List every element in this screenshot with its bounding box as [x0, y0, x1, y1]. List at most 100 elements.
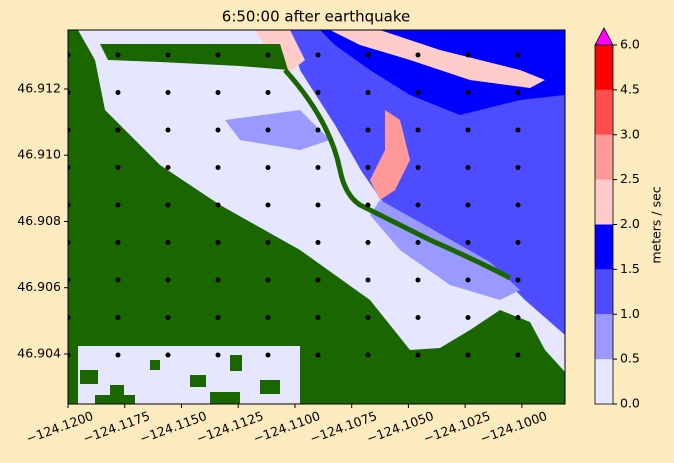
particle	[515, 240, 521, 245]
particle	[415, 240, 421, 245]
colorbar-band	[595, 45, 613, 90]
particle	[365, 315, 371, 320]
y-tick-label: 46.912	[17, 80, 61, 95]
particle	[265, 352, 271, 358]
colorbar-band	[595, 89, 613, 135]
particle	[365, 277, 371, 283]
particle	[465, 90, 471, 95]
particle	[265, 90, 271, 95]
particle	[515, 90, 521, 95]
particle	[265, 240, 271, 245]
particle	[365, 352, 371, 358]
particle	[165, 52, 171, 58]
particle	[115, 90, 121, 95]
colorbar-tick-label: 3.0	[620, 126, 640, 141]
particle	[115, 240, 121, 245]
particle	[515, 202, 521, 208]
colorbar-tick-label: 1.5	[620, 261, 640, 276]
particle	[315, 52, 321, 58]
colorbar-band	[595, 224, 613, 270]
colorbar-tick-label: 6.0	[620, 37, 640, 52]
particle	[215, 202, 221, 208]
colorbar-tick-label: 4.5	[620, 81, 640, 96]
particle	[68, 315, 71, 320]
colorbar-band	[595, 179, 613, 225]
particle	[515, 315, 521, 320]
particle	[215, 315, 221, 320]
colorbar-extend	[594, 27, 614, 46]
particle	[315, 165, 321, 170]
colorbar-band	[595, 314, 613, 360]
particle	[415, 352, 421, 358]
particle	[215, 52, 221, 58]
particle	[315, 202, 321, 208]
particle	[265, 315, 271, 320]
map-field	[68, 30, 565, 404]
y-tick-label: 46.904	[17, 345, 61, 360]
particle	[365, 90, 371, 95]
chart-title: 6:50:00 after earthquake	[222, 8, 410, 26]
particle	[165, 315, 171, 320]
particle	[365, 127, 371, 133]
y-tick-label: 46.910	[17, 147, 61, 162]
particle	[415, 165, 421, 170]
particle	[68, 240, 71, 245]
colorbar-tick-label: 1.0	[620, 306, 640, 321]
particle	[265, 202, 271, 208]
colorbar-band	[595, 359, 613, 404]
particle	[465, 240, 471, 245]
particle	[365, 240, 371, 245]
particle	[68, 202, 71, 208]
particle	[415, 315, 421, 320]
particle	[515, 352, 521, 358]
colorbar-tick-label: 0.5	[620, 351, 640, 366]
particle	[315, 315, 321, 320]
particle	[365, 165, 371, 170]
particle	[365, 202, 371, 208]
particle	[215, 240, 221, 245]
particle	[415, 127, 421, 133]
particle	[465, 202, 471, 208]
particle	[165, 240, 171, 245]
colorbar-tick-label: 0.0	[620, 396, 640, 411]
particle	[115, 277, 121, 283]
particle	[315, 352, 321, 358]
colorbar-band	[595, 134, 613, 180]
particle	[515, 127, 521, 133]
particle	[215, 277, 221, 283]
particle	[515, 277, 521, 283]
particle	[415, 202, 421, 208]
particle	[68, 277, 71, 283]
particle	[515, 165, 521, 170]
particle	[465, 277, 471, 283]
particle	[465, 127, 471, 133]
particle	[115, 202, 121, 208]
particle	[165, 127, 171, 133]
colorbar-label: meters / sec	[649, 186, 664, 263]
particle	[265, 127, 271, 133]
y-tick-label: 46.906	[17, 279, 61, 294]
particle	[315, 277, 321, 283]
particle	[215, 165, 221, 170]
particle	[165, 90, 171, 95]
particle	[115, 165, 121, 170]
particle	[515, 52, 521, 58]
particle	[465, 165, 471, 170]
particle	[365, 52, 371, 58]
particle	[415, 277, 421, 283]
particle	[165, 202, 171, 208]
particle	[165, 352, 171, 358]
particle	[465, 52, 471, 58]
particle	[215, 352, 221, 358]
particle	[165, 165, 171, 170]
plot-frame	[67, 29, 566, 405]
particle	[215, 127, 221, 133]
particle	[465, 352, 471, 358]
particle	[315, 90, 321, 95]
particle	[115, 315, 121, 320]
particle	[415, 52, 421, 58]
particle	[215, 90, 221, 95]
particle	[465, 315, 471, 320]
particle	[68, 165, 71, 170]
